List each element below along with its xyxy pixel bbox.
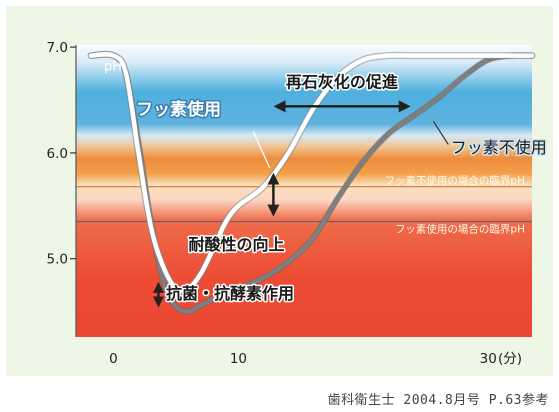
- y-tick-label: 6.0: [47, 146, 68, 162]
- x-tick-label: 30: [480, 351, 497, 367]
- plot-background: [76, 45, 532, 337]
- annotation-remineralization: 再石灰化の促進: [286, 72, 398, 91]
- annotation-acid-resistance: 耐酸性の向上: [188, 235, 284, 254]
- axes: 7.0 6.0 5.0 pH 0 10 30 (分): [47, 40, 523, 367]
- series-label-leader: [252, 131, 271, 168]
- series-label-leader: [432, 120, 449, 145]
- source-caption: 歯科衛生士 2004.8月号 P.63参考: [327, 393, 549, 408]
- critical-line-label: フッ素不使用の場合の臨界pH: [384, 174, 525, 187]
- annotation-antibacterial: 抗菌・抗酵素作用: [166, 284, 294, 303]
- series-label-fluoride: フッ素使用: [136, 99, 221, 120]
- x-tick-label: 0: [109, 351, 118, 367]
- y-tick-label: 5.0: [47, 252, 68, 268]
- x-tick-label: 10: [230, 351, 247, 367]
- series-label-no-fluoride: フッ素不使用: [451, 138, 547, 157]
- y-axis-label: pH: [104, 59, 122, 74]
- series-line: [88, 52, 535, 293]
- critical-line-label: フッ素使用の場合の臨界pH: [395, 223, 525, 236]
- x-unit-label: (分): [498, 351, 522, 367]
- y-tick-label: 7.0: [47, 40, 68, 56]
